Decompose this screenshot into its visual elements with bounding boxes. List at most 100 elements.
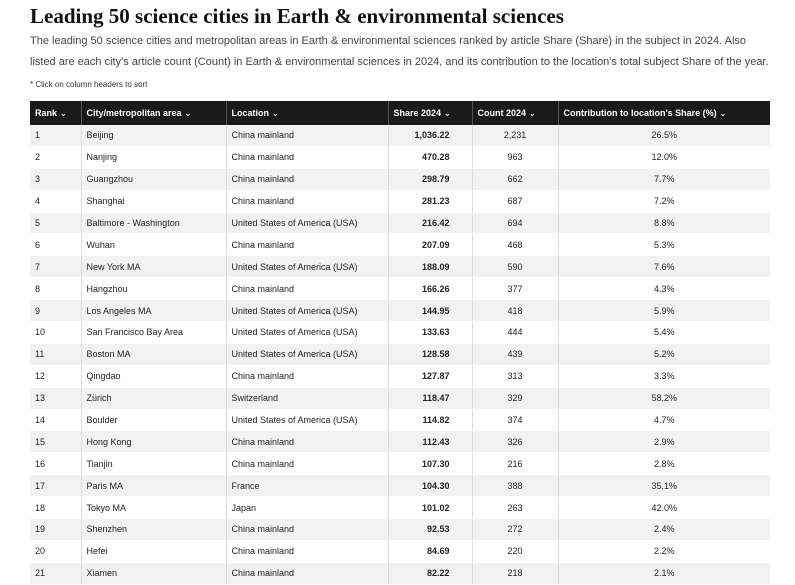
cell-contribution: 26.5% bbox=[558, 125, 770, 147]
cell-share: 133.63 bbox=[388, 321, 473, 344]
cell-city: Hong Kong bbox=[81, 430, 227, 454]
table-row: 16 Tianjin China mainland 107.30 216 2.8% bbox=[30, 452, 770, 476]
cell-rank: 13 bbox=[30, 387, 82, 410]
cell-city: Wuhan bbox=[81, 233, 227, 257]
table-row: 15 Hong Kong China mainland 112.43 326 2.9% bbox=[30, 430, 770, 454]
table-row: 7 New York MA United States of America (US… bbox=[30, 255, 770, 279]
table-row: 12 Qingdao China mainland 127.87 313 3.3% bbox=[30, 365, 770, 388]
cell-location: United States of America (USA) bbox=[226, 212, 389, 235]
cell-location: China mainland bbox=[226, 168, 389, 191]
table-row: 10 San Francisco Bay Area United States of… bbox=[30, 321, 770, 344]
cell-rank: 3 bbox=[30, 168, 82, 191]
cell-count: 439 bbox=[472, 343, 559, 366]
cell-share: 107.30 bbox=[388, 452, 473, 476]
sort-chevron-icon: ⌄ bbox=[444, 109, 451, 118]
cell-count: 963 bbox=[472, 146, 559, 169]
column-header-rank[interactable]: Rank ⌄ bbox=[30, 101, 82, 125]
cell-rank: 18 bbox=[30, 496, 82, 520]
cell-contribution: 5.9% bbox=[558, 299, 770, 323]
table-row: 11 Boston MA United States of America (USA… bbox=[30, 343, 770, 366]
cell-contribution: 7.7% bbox=[558, 168, 770, 191]
table-row: 4 Shanghai China mainland 281.23 687 7.2% bbox=[30, 190, 770, 213]
table-row: 8 Hangzhou China mainland 166.26 377 4.3% bbox=[30, 277, 770, 301]
table-row: 18 Tokyo MA Japan 101.02 263 42.0% bbox=[30, 496, 770, 520]
cell-count: 418 bbox=[472, 299, 559, 323]
cell-contribution: 7.6% bbox=[558, 255, 770, 279]
cell-rank: 11 bbox=[30, 343, 82, 366]
cell-city: Los Angeles MA bbox=[81, 299, 227, 323]
cell-count: 218 bbox=[472, 562, 559, 585]
cell-contribution: 12.0% bbox=[558, 146, 770, 169]
column-header-share[interactable]: Share 2024 ⌄ bbox=[388, 101, 473, 125]
cell-city: Beijing bbox=[81, 125, 227, 147]
cell-contribution: 4.7% bbox=[558, 409, 770, 432]
column-header-city[interactable]: City/metropolitan area ⌄ bbox=[81, 101, 227, 125]
cell-city: Baltimore - Washington bbox=[81, 212, 227, 235]
sort-chevron-icon: ⌄ bbox=[719, 109, 727, 118]
cell-share: 118.47 bbox=[388, 387, 473, 410]
column-header-count[interactable]: Count 2024 ⌄ bbox=[472, 101, 559, 125]
cell-contribution: 2.8% bbox=[558, 452, 770, 476]
column-header-contribution[interactable]: Contribution to location's Share (%) ⌄ bbox=[558, 101, 770, 125]
table-row: 13 Zürich Switzerland 118.47 329 58.2% bbox=[30, 387, 770, 410]
cell-rank: 14 bbox=[30, 409, 82, 432]
rankings-table: Rank ⌄ City/metropolitan area ⌄ Location ⌄ … bbox=[30, 101, 770, 585]
cell-share: 1,036.22 bbox=[388, 125, 473, 147]
cell-rank: 19 bbox=[30, 518, 82, 541]
cell-contribution: 7.2% bbox=[558, 190, 770, 213]
cell-location: China mainland bbox=[226, 190, 389, 213]
cell-count: 2,231 bbox=[472, 125, 559, 147]
cell-share: 84.69 bbox=[388, 540, 473, 563]
cell-city: Shenzhen bbox=[81, 518, 227, 541]
cell-contribution: 2.2% bbox=[558, 540, 770, 563]
cell-rank: 6 bbox=[30, 233, 82, 257]
table-row: 17 Paris MA France 104.30 388 35.1% bbox=[30, 474, 770, 498]
cell-count: 468 bbox=[472, 233, 559, 257]
cell-rank: 20 bbox=[30, 540, 82, 563]
cell-city: Xiamen bbox=[81, 562, 227, 585]
cell-share: 112.43 bbox=[388, 430, 473, 454]
cell-location: China mainland bbox=[226, 518, 389, 541]
cell-city: Boulder bbox=[81, 409, 227, 432]
cell-share: 104.30 bbox=[388, 474, 473, 498]
cell-city: Paris MA bbox=[81, 474, 227, 498]
cell-city: Hangzhou bbox=[81, 277, 227, 301]
table-body: 1 Beijing China mainland 1,036.22 2,231 26.5%… bbox=[30, 125, 770, 585]
cell-share: 281.23 bbox=[388, 190, 473, 213]
cell-contribution: 8.8% bbox=[558, 212, 770, 235]
cell-city: San Francisco Bay Area bbox=[81, 321, 227, 344]
cell-location: Switzerland bbox=[226, 387, 389, 410]
column-header-label: Location bbox=[231, 108, 270, 118]
cell-rank: 10 bbox=[30, 321, 82, 344]
cell-location: United States of America (USA) bbox=[226, 321, 389, 344]
cell-rank: 8 bbox=[30, 277, 82, 301]
cell-location: China mainland bbox=[226, 277, 389, 301]
column-header-label: Count 2024 bbox=[477, 108, 527, 118]
cell-count: 216 bbox=[472, 452, 559, 476]
cell-contribution: 2.4% bbox=[558, 518, 770, 541]
cell-count: 377 bbox=[472, 277, 559, 301]
sort-hint: * Click on column headers to sort bbox=[30, 80, 148, 89]
cell-rank: 12 bbox=[30, 365, 82, 388]
cell-rank: 9 bbox=[30, 299, 82, 323]
cell-share: 188.09 bbox=[388, 255, 473, 279]
cell-location: China mainland bbox=[226, 452, 389, 476]
column-header-location[interactable]: Location ⌄ bbox=[226, 101, 389, 125]
page-title: Leading 50 science cities in Earth & env… bbox=[30, 4, 564, 28]
cell-city: Tianjin bbox=[81, 452, 227, 476]
cell-rank: 7 bbox=[30, 255, 82, 279]
cell-city: Guangzhou bbox=[81, 168, 227, 191]
column-header-label: City/metropolitan area bbox=[86, 108, 182, 118]
cell-rank: 2 bbox=[30, 146, 82, 169]
column-header-label: Share 2024 bbox=[393, 108, 442, 118]
cell-share: 82.22 bbox=[388, 562, 473, 585]
cell-contribution: 2.1% bbox=[558, 562, 770, 585]
cell-count: 662 bbox=[472, 168, 559, 191]
column-header-label: Contribution to location's Share (%) bbox=[563, 108, 717, 118]
cell-share: 114.82 bbox=[388, 409, 473, 432]
cell-count: 313 bbox=[472, 365, 559, 388]
table-row: 20 Hefei China mainland 84.69 220 2.2% bbox=[30, 540, 770, 563]
cell-contribution: 35.1% bbox=[558, 474, 770, 498]
cell-contribution: 4.3% bbox=[558, 277, 770, 301]
cell-share: 207.09 bbox=[388, 233, 473, 257]
